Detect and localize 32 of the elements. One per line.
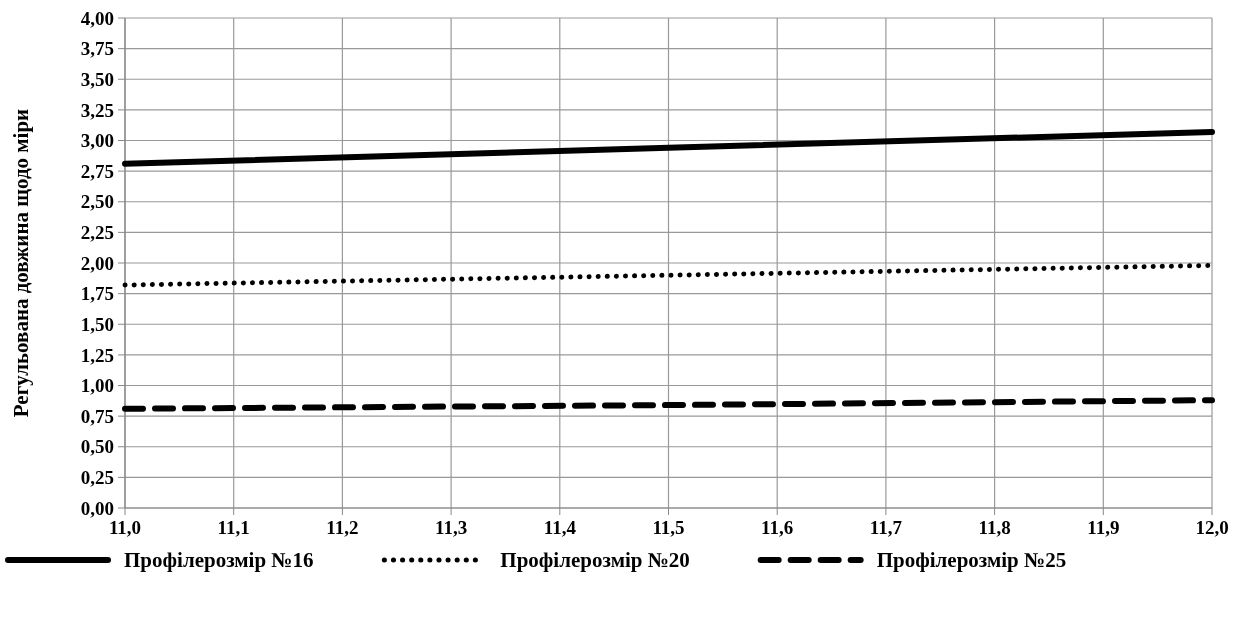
y-tick-label: 0,75: [80, 405, 114, 427]
x-tick-label: 11,9: [1087, 517, 1120, 538]
y-tick-label: 1,50: [80, 313, 114, 335]
y-tick-label: 2,75: [80, 160, 114, 182]
legend-label: Профілерозмір №20: [500, 548, 690, 573]
x-tick-label: 11,7: [869, 517, 903, 538]
x-tick-label: 11,3: [435, 517, 468, 538]
legend-label: Профілерозмір №16: [124, 548, 314, 573]
x-tick-label: 11,2: [326, 517, 359, 538]
y-tick-label: 2,00: [80, 252, 114, 274]
legend-label: Профілерозмір №25: [876, 548, 1067, 573]
y-tick-label: 2,50: [80, 191, 114, 213]
y-tick-label: 3,00: [80, 130, 114, 152]
x-tick-label: 11,6: [761, 517, 794, 538]
y-tick-label: 1,25: [80, 344, 114, 366]
y-tick-label: 0,00: [80, 497, 114, 519]
x-tick-label: 11,5: [652, 517, 685, 538]
y-tick-label: 3,25: [80, 99, 114, 121]
x-tick-label: 12,0: [1195, 517, 1229, 538]
y-tick-label: 0,25: [80, 467, 114, 489]
x-tick-label: 11,0: [108, 517, 142, 538]
y-axis-title: Регульована довжина щодо міри: [9, 108, 33, 418]
y-tick-label: 2,25: [80, 222, 114, 244]
y-tick-label: 0,50: [80, 436, 114, 458]
y-tick-label: 3,75: [80, 38, 114, 60]
y-tick-label: 4,00: [80, 7, 114, 29]
x-tick-label: 11,8: [978, 517, 1011, 538]
x-tick-label: 11,4: [543, 517, 577, 538]
x-tick-label: 11,1: [217, 517, 250, 538]
y-tick-label: 3,50: [80, 68, 114, 90]
y-tick-label: 1,00: [80, 375, 114, 397]
y-tick-label: 1,75: [80, 283, 114, 305]
